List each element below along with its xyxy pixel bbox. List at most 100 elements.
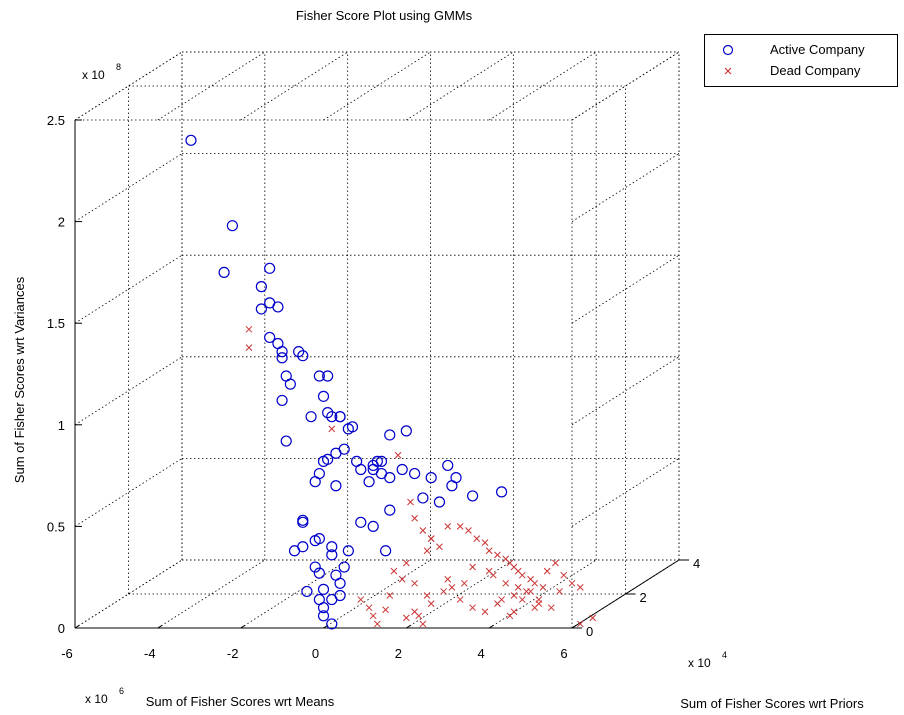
x-tick-label: 4 — [478, 646, 485, 661]
active-company-point — [351, 455, 363, 467]
dead-company-point — [328, 425, 336, 433]
dead-company-point — [576, 584, 584, 591]
legend-label-active: Active Company — [770, 42, 865, 57]
active-company-point — [309, 561, 321, 573]
active-company-point — [185, 134, 197, 146]
z-tick-label: 1.5 — [47, 316, 65, 331]
dead-company-point — [419, 620, 427, 628]
y-multiplier: x 10 4 — [688, 650, 727, 670]
grid-line — [406, 559, 514, 629]
dead-company-point — [465, 527, 472, 534]
dead-company-point — [568, 579, 576, 587]
active-company-point — [334, 589, 346, 602]
active-company-point — [313, 532, 325, 545]
active-company-point — [400, 425, 412, 437]
dead-company-point — [576, 620, 584, 628]
dead-company-point — [427, 600, 435, 607]
z-tick-label: 2.5 — [47, 113, 65, 128]
dead-company-point — [518, 596, 526, 603]
x-tick-label: 6 — [560, 646, 567, 661]
dead-company-point — [552, 559, 559, 567]
active-company-point — [276, 394, 288, 407]
grid-line — [74, 51, 183, 121]
dead-company-point — [436, 543, 443, 551]
dead-company-point — [423, 592, 431, 599]
dead-company-point — [369, 612, 377, 620]
dead-company-point — [510, 592, 518, 599]
legend: Active Company Dead Company — [704, 34, 898, 87]
grid-line — [74, 559, 183, 629]
active-company-point — [338, 561, 350, 573]
dead-company-point — [390, 567, 398, 575]
dead-company-point — [535, 596, 543, 603]
grid-line — [323, 51, 431, 121]
active-company-point — [297, 350, 309, 362]
dead-company-point — [494, 551, 501, 559]
active-company-point — [467, 490, 479, 502]
dead-company-point — [469, 604, 476, 612]
dead-company-point — [510, 608, 518, 616]
dead-company-point — [382, 606, 389, 614]
dead-company-point — [485, 567, 493, 575]
active-company-point — [355, 516, 367, 528]
active-company-point — [284, 378, 296, 390]
dead-company-point — [423, 547, 431, 555]
grid-line — [571, 458, 680, 527]
z-multiplier-exponent: 8 — [116, 62, 121, 72]
z-tick-label: 0 — [58, 621, 65, 636]
active-company-point — [342, 423, 354, 435]
x-multiplier-exponent: 6 — [119, 686, 124, 696]
active-company-point — [409, 467, 421, 480]
legend-item-dead: Dead Company — [705, 61, 897, 81]
grid-line — [488, 51, 597, 121]
active-company-point — [317, 610, 330, 622]
grid-line — [74, 153, 183, 222]
active-company-point — [367, 459, 379, 472]
active-company-point — [309, 476, 321, 488]
grid-line — [157, 51, 266, 121]
grid-line — [74, 356, 183, 426]
x-tick-label: -2 — [227, 646, 239, 661]
active-company-point — [396, 463, 408, 476]
dead-company-point — [481, 608, 489, 616]
z-axis-label: Sum of Fisher Scores wrt Variances — [12, 276, 27, 483]
active-company-point — [442, 459, 454, 472]
grid-line — [571, 51, 680, 121]
dead-company-point — [394, 451, 402, 459]
active-company-point — [342, 545, 354, 557]
z-tick-label: 0.5 — [47, 519, 65, 534]
x-axis-label: Sum of Fisher Scores wrt Means — [146, 694, 335, 709]
active-company-point — [326, 618, 338, 630]
dead-company-point — [419, 527, 427, 534]
grid-line — [488, 559, 597, 629]
dead-company-point — [460, 579, 468, 587]
active-company-point — [363, 476, 375, 488]
grid-line — [571, 254, 680, 324]
active-company-point — [384, 472, 396, 484]
dead-company-point — [531, 579, 539, 587]
active-company-point — [276, 346, 288, 358]
grid-line — [74, 458, 183, 527]
dead-company-point — [456, 596, 464, 603]
dead-company-point — [411, 608, 418, 616]
active-company-point — [380, 545, 392, 557]
active-company-point — [264, 331, 276, 344]
dead-company-point — [514, 584, 522, 591]
dead-company-point — [373, 620, 381, 628]
active-company-point — [384, 429, 396, 441]
active-company-point — [264, 262, 276, 274]
grid-line — [406, 51, 514, 121]
dead-company-point — [518, 571, 526, 579]
active-company-point — [305, 411, 317, 423]
legend-item-active: Active Company — [705, 40, 897, 60]
active-company-point — [272, 301, 284, 313]
dead-company-point — [398, 575, 406, 583]
active-company-point — [326, 549, 338, 561]
y-multiplier-exponent: 4 — [722, 650, 727, 660]
y-tick-label: 2 — [640, 590, 647, 605]
dead-company-point — [402, 559, 410, 567]
dead-company-point — [411, 514, 418, 522]
active-company-point — [301, 585, 313, 598]
active-company-point — [326, 541, 338, 553]
